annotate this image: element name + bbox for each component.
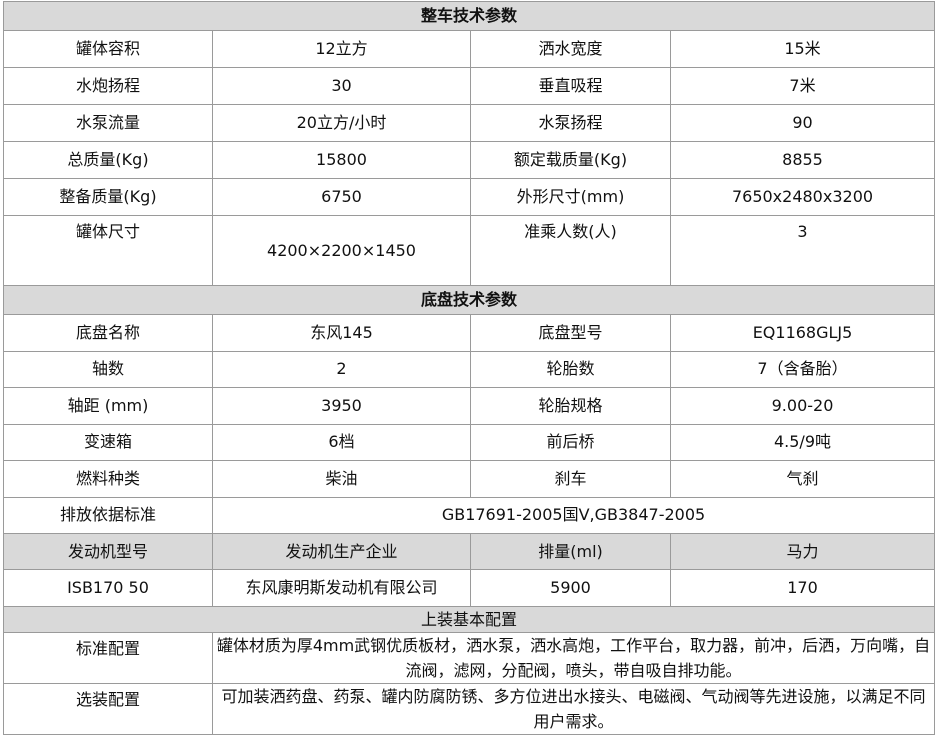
param-label: 标准配置 (3, 632, 213, 684)
param-value: 罐体材质为厚4mm武钢优质板材，洒水泵，洒水高炮，工作平台，取力器，前冲，后洒，… (211, 632, 936, 684)
table-row: 整备质量(Kg) 6750 外形尺寸(mm) 7650x2480x3200 (3, 178, 936, 216)
table-row: 变速箱 6档 前后桥 4.5/9吨 (3, 423, 936, 461)
param-label: 外形尺寸(mm) (470, 178, 671, 216)
section-header: 底盘技术参数 (2, 285, 936, 315)
table-row: 排放依据标准 GB17691-2005国Ⅴ,GB3847-2005 (3, 496, 936, 534)
param-label: 前后桥 (470, 423, 671, 461)
param-label: 总质量(Kg) (3, 141, 213, 179)
param-value: 可加装洒药盘、药泵、罐内防腐防锈、多方位进出水接头、电磁阀、气动阀等先进设施，以… (211, 683, 936, 735)
param-label: 水泵扬程 (470, 104, 671, 142)
section-header: 整车技术参数 (2, 1, 936, 31)
param-value: 7（含备胎） (669, 350, 936, 388)
param-label: 变速箱 (3, 423, 213, 461)
param-label: 水泵流量 (3, 104, 213, 142)
param-value: GB17691-2005国Ⅴ,GB3847-2005 (211, 496, 936, 534)
param-value: 90 (669, 104, 936, 142)
param-value: 3 (669, 215, 936, 286)
param-label: 罐体尺寸 (3, 215, 213, 286)
param-value: 12立方 (212, 30, 471, 68)
param-label: 排放依据标准 (3, 496, 213, 534)
table-row: 标准配置 罐体材质为厚4mm武钢优质板材，洒水泵，洒水高炮，工作平台，取力器，前冲… (3, 632, 936, 684)
column-header: 马力 (669, 533, 936, 570)
param-label: 轴距 (mm) (3, 387, 213, 425)
param-value: 2 (212, 350, 471, 388)
param-label: 燃料种类 (3, 460, 213, 498)
engine-value: 5900 (470, 569, 671, 607)
table-row: 水泵流量 20立方/小时 水泵扬程 90 (3, 104, 936, 142)
param-label: 准乘人数(人) (470, 215, 671, 286)
param-label: 轮胎规格 (470, 387, 671, 425)
param-value: 柴油 (212, 460, 471, 498)
table-row: 底盘名称 东风145 底盘型号 EQ1168GLJ5 (3, 314, 936, 352)
column-header: 发动机生产企业 (212, 533, 471, 570)
param-value: 30 (212, 67, 471, 105)
param-label: 整备质量(Kg) (3, 178, 213, 216)
engine-value: ISB170 50 (3, 569, 213, 607)
param-value: 4.5/9吨 (669, 423, 936, 461)
param-value: 4200×2200×1450 (212, 215, 471, 286)
param-label: 底盘名称 (3, 314, 213, 352)
param-value: 9.00-20 (669, 387, 936, 425)
param-label: 罐体容积 (3, 30, 213, 68)
param-label: 水炮扬程 (3, 67, 213, 105)
param-label: 洒水宽度 (470, 30, 671, 68)
table-row: 轴距 (mm) 3950 轮胎规格 9.00-20 (3, 387, 936, 425)
param-value: 6档 (212, 423, 471, 461)
engine-header-row: 发动机型号 发动机生产企业 排量(ml) 马力 (3, 533, 936, 570)
engine-value: 170 (669, 569, 936, 607)
param-label: 选装配置 (3, 683, 213, 735)
table-row: 轴数 2 轮胎数 7（含备胎） (3, 350, 936, 388)
param-label: 轴数 (3, 350, 213, 388)
param-value: 15米 (669, 30, 936, 68)
column-header: 发动机型号 (3, 533, 213, 570)
section-header: 上装基本配置 (2, 606, 936, 633)
param-label: 底盘型号 (470, 314, 671, 352)
param-value: 8855 (669, 141, 936, 179)
param-value: 15800 (212, 141, 471, 179)
column-header: 排量(ml) (470, 533, 671, 570)
table-row: 罐体尺寸 4200×2200×1450 准乘人数(人) 3 (3, 215, 936, 286)
param-label: 垂直吸程 (470, 67, 671, 105)
param-value: 7650x2480x3200 (669, 178, 936, 216)
param-label: 轮胎数 (470, 350, 671, 388)
table-row: 总质量(Kg) 15800 额定载质量(Kg) 8855 (3, 141, 936, 179)
param-value: 7米 (669, 67, 936, 105)
param-value: 6750 (212, 178, 471, 216)
param-label: 额定载质量(Kg) (470, 141, 671, 179)
param-value: 气刹 (669, 460, 936, 498)
param-value: 3950 (212, 387, 471, 425)
table-row: 罐体容积 12立方 洒水宽度 15米 (3, 30, 936, 68)
engine-value-row: ISB170 50 东风康明斯发动机有限公司 5900 170 (3, 569, 936, 607)
table-row: 水炮扬程 30 垂直吸程 7米 (3, 67, 936, 105)
engine-value: 东风康明斯发动机有限公司 (212, 569, 471, 607)
section-title-body: 上装基本配置 (2, 606, 936, 633)
param-value: 东风145 (212, 314, 471, 352)
param-value: EQ1168GLJ5 (669, 314, 936, 352)
table-row: 选装配置 可加装洒药盘、药泵、罐内防腐防锈、多方位进出水接头、电磁阀、气动阀等先进… (3, 683, 936, 735)
table-row: 燃料种类 柴油 刹车 气刹 (3, 460, 936, 498)
section-title-vehicle: 整车技术参数 (2, 1, 936, 31)
section-title-chassis: 底盘技术参数 (2, 285, 936, 315)
param-value: 20立方/小时 (212, 104, 471, 142)
param-label: 刹车 (470, 460, 671, 498)
